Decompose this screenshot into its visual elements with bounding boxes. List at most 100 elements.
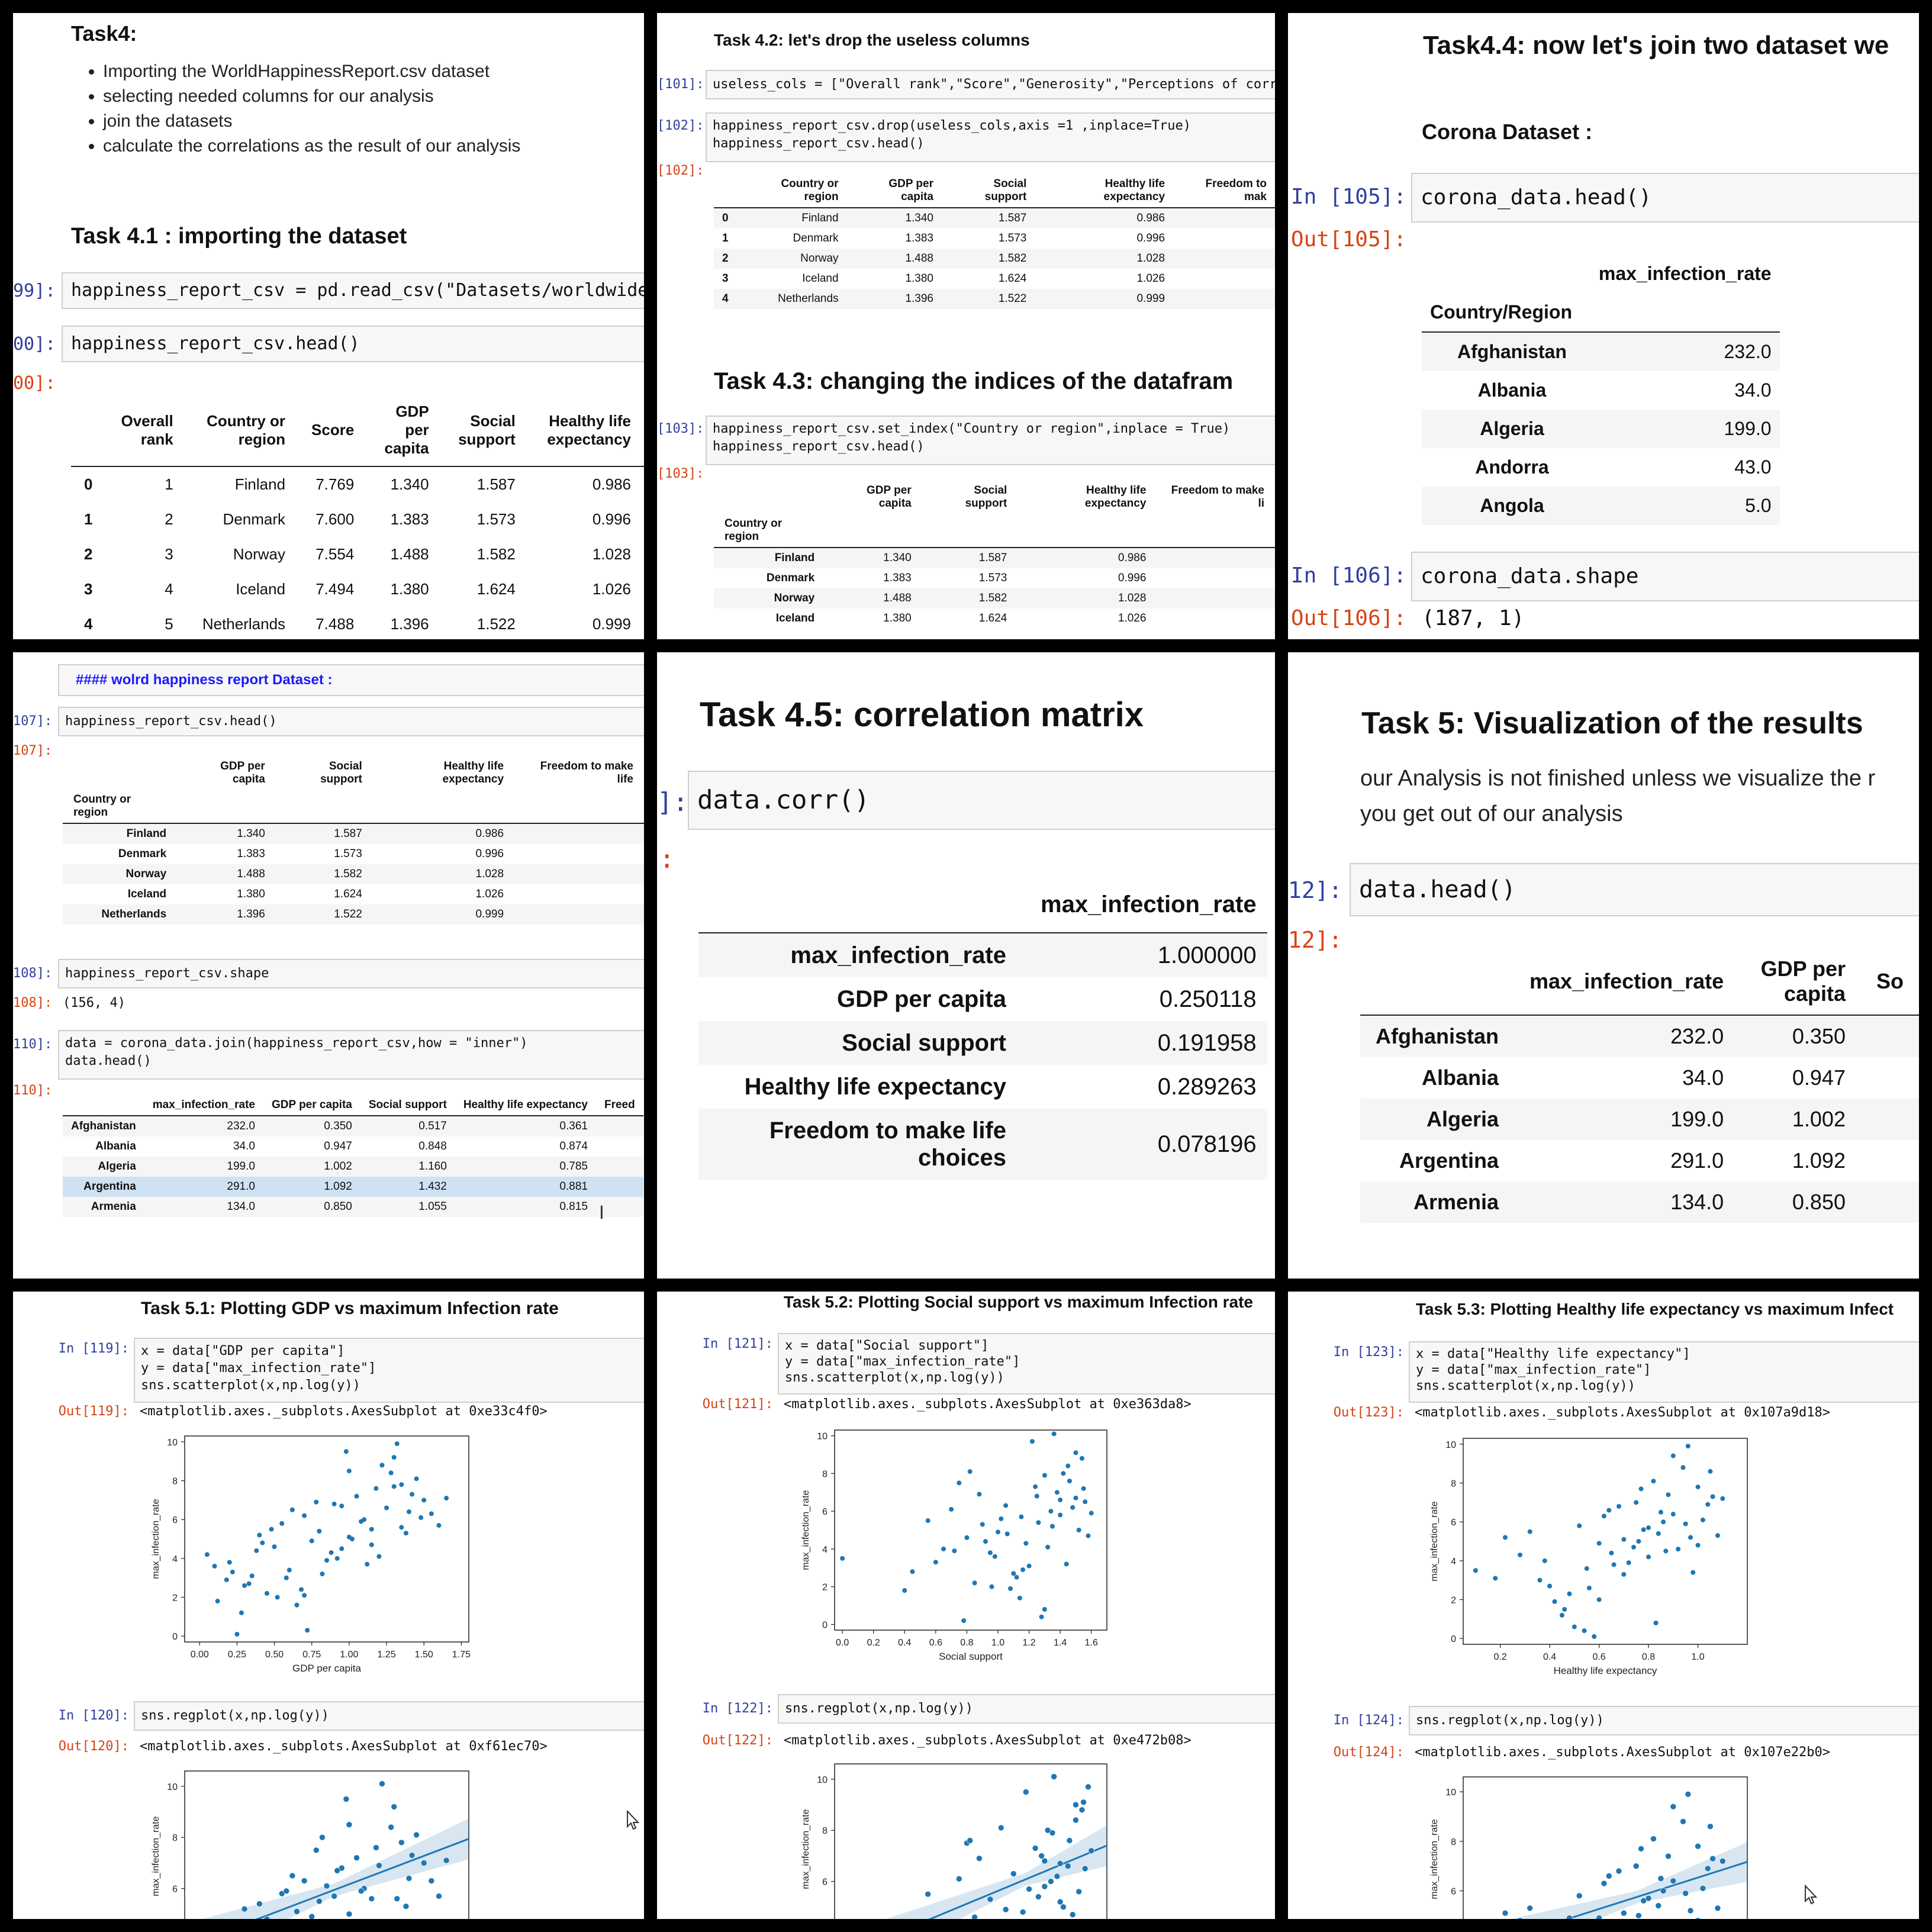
table-row: Iceland 1.380 1.624 1.026 (714, 608, 1275, 629)
code-cell-join[interactable]: data = corona_data.join(happiness_report… (58, 1030, 644, 1080)
code-cell-corona-shape[interactable]: corona_data.shape (1411, 552, 1919, 601)
table-row: 4 Netherlands 1.396 1.522 0.999 (714, 289, 1275, 309)
correlation-table: max_infection_rate max_infection_rate 1.00… (698, 877, 1267, 1180)
table-cell: 1.573 (998, 232, 1027, 244)
y-tick-label: 8 (822, 1826, 827, 1836)
table-row: Norway 1.488 1.582 1.028 (63, 864, 644, 884)
y-tick-label: 10 (1445, 1788, 1456, 1798)
table-cell: 1.573 (476, 510, 516, 528)
task4-4-heading: Task4.4: now let's join two dataset we (1423, 31, 1889, 60)
table-cell: 0.850 (1739, 1181, 1861, 1223)
code-cell-scatter-gdp[interactable]: x = data["GDP per capita"] y = data["max_… (134, 1338, 644, 1403)
y-tick-label: 4 (172, 1554, 178, 1564)
scatter-point (353, 1854, 360, 1862)
table-cell: 1.028 (1035, 249, 1174, 269)
column-header (275, 790, 373, 824)
scatter-point (309, 1538, 314, 1544)
code-cell-corr[interactable]: data.corr() (688, 771, 1275, 830)
scatter-point (1708, 1469, 1713, 1474)
scatter-point (373, 1486, 379, 1491)
table-cell: 1.340 (390, 475, 429, 493)
column-header: Healthy life expectancy (442, 760, 504, 785)
x-tick-label: 0.6 (1592, 1652, 1605, 1662)
code-line: happiness_report_csv.set_index("Country … (713, 421, 1231, 436)
column-header: So (1860, 948, 1919, 1016)
code-cell-useless-cols[interactable]: useless_cols = ["Overall rank","Score","… (706, 70, 1275, 99)
table-cell: 7.600 (315, 510, 355, 528)
happiness-head-table: Overall rank Country or region Score GDP pe… (71, 394, 644, 639)
row-index: max_infection_rate (698, 933, 1030, 977)
column-header: Social support (942, 174, 1035, 208)
column-header: Social support (360, 1095, 455, 1116)
code-cell-head[interactable]: happiness_report_csv.head() (62, 326, 644, 362)
in-prompt-123: In [123]: (1333, 1345, 1404, 1360)
row-index: Albania (1421, 1065, 1499, 1090)
scatter-point (242, 1583, 247, 1588)
scatter-point (1621, 1910, 1627, 1917)
x-tick-label: 0.2 (867, 1638, 880, 1648)
row-index: Armenia (63, 1197, 144, 1217)
y-axis-label: max_infection_rate (801, 1809, 811, 1889)
code-cell-happiness-shape[interactable]: happiness_report_csv.shape (58, 959, 644, 988)
code-cell-regplot-hle[interactable]: sns.regplot(x,np.log(y)) (1409, 1706, 1919, 1735)
table-row: 0 Finland 1.340 1.587 0.986 (714, 208, 1275, 228)
row-index: Freedom to make life choices (698, 1109, 1030, 1180)
code-line: x = data["GDP per capita"] (141, 1344, 345, 1358)
table-cell: 1.582 (476, 545, 516, 563)
code-cell-happiness-head[interactable]: happiness_report_csv.head() (58, 707, 644, 736)
scatter-point (1017, 1595, 1022, 1601)
table-cell: 199.0 (1514, 1099, 1740, 1140)
scatter-point (359, 1519, 364, 1524)
table-cell: 34.0 (1734, 379, 1772, 401)
table-cell: 1.488 (177, 864, 276, 884)
table-cell: 1.522 (275, 904, 373, 925)
table-row: Social support 0.191958 (698, 1021, 1267, 1065)
column-header: Freedom to make li (1171, 484, 1264, 510)
code-cell-data-head[interactable]: data.head() (1350, 863, 1919, 916)
row-index: GDP per capita (836, 986, 1006, 1012)
table-cell (1861, 1057, 1919, 1099)
code-cell-read-csv[interactable]: happiness_report_csv = pd.read_csv("Data… (62, 272, 644, 309)
table-row: Albania 34.0 0.947 (1360, 1057, 1919, 1099)
scatter-point (1050, 1524, 1055, 1529)
scatter-point (339, 1546, 344, 1551)
scatter-point (1651, 1479, 1656, 1484)
code-cell-regplot-gdp[interactable]: sns.regplot(x,np.log(y)) (134, 1701, 644, 1731)
y-tick-label: 8 (172, 1833, 178, 1843)
table-cell: 7.554 (315, 545, 355, 563)
scatter-point (260, 1540, 265, 1545)
scatter-point (379, 1463, 385, 1468)
column-header (71, 394, 106, 467)
markdown-cell-happiness[interactable]: #### wolrd happiness report Dataset : (58, 664, 644, 696)
code-cell-regplot-social[interactable]: sns.regplot(x,np.log(y)) (778, 1694, 1275, 1724)
scatter-point (1029, 1439, 1035, 1444)
in-prompt-corr: ]: (657, 787, 688, 817)
table-cell: 1.488 (825, 588, 922, 608)
index-name-row: Country or region (714, 514, 1275, 548)
scatter-point (343, 1449, 349, 1454)
scatter-point (246, 1581, 252, 1586)
regplot-hle-output: <matplotlib.axes._subplots.AxesSubplot a… (1415, 1745, 1830, 1760)
in-prompt-99: 99]: (13, 281, 56, 301)
scatter-point (320, 1572, 325, 1577)
table-cell (1157, 548, 1275, 568)
column-header: Freedom to mak (1173, 174, 1275, 208)
scatter-point (1586, 1585, 1592, 1590)
code-cell-corona-head[interactable]: corona_data.head() (1411, 173, 1919, 223)
table-cell: 1.340 (177, 823, 276, 844)
column-header: Country or region (736, 174, 847, 208)
table-cell: Finland (736, 208, 847, 228)
code-cell-scatter-hle[interactable]: x = data["Healthy life expectancy"] y = d… (1409, 1341, 1919, 1403)
table-cell: 0.785 (455, 1157, 596, 1177)
code-cell-set-index[interactable]: happiness_report_csv.set_index("Country … (706, 416, 1275, 465)
scatter-point (1609, 1550, 1614, 1556)
table-cell: 1.587 (476, 475, 516, 493)
y-tick-label: 0 (1451, 1634, 1456, 1644)
code-cell-scatter-social[interactable]: x = data["Social support"] y = data["max_… (778, 1333, 1275, 1395)
corona-dataset-heading: Corona Dataset : (1422, 120, 1593, 144)
y-tick-label: 10 (167, 1782, 178, 1792)
code-cell-drop[interactable]: happiness_report_csv.drop(useless_cols,a… (706, 112, 1275, 162)
panel-task4-2: Task 4.2: let's drop the useless columns… (657, 13, 1275, 639)
y-tick-label: 8 (822, 1469, 827, 1479)
scatter-point (305, 1628, 310, 1633)
